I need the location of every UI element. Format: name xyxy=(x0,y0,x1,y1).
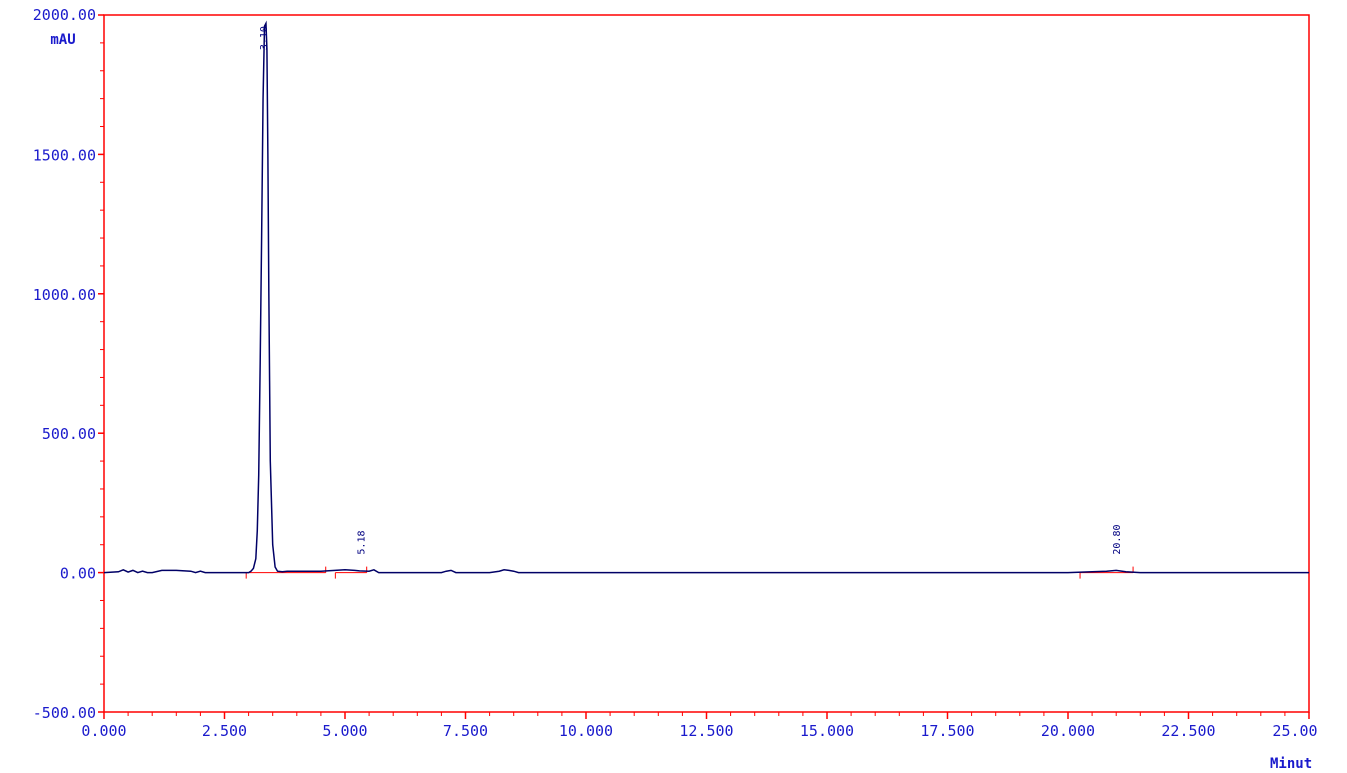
y-tick-label: 0.00 xyxy=(60,565,96,583)
x-tick-label: 7.500 xyxy=(443,722,488,740)
trace-group xyxy=(103,20,1309,574)
peak-label: 3.10 xyxy=(259,26,270,50)
y-tick-label: 2000.00 xyxy=(33,6,96,24)
y-tick-label: -500.00 xyxy=(33,704,96,722)
axes-group xyxy=(103,14,1310,713)
y-tick-label: 1500.00 xyxy=(33,146,96,164)
peak-label: 20.80 xyxy=(1112,524,1123,554)
x-tick-label: 12.500 xyxy=(679,722,733,740)
chromatogram-trace xyxy=(103,20,1309,574)
x-tick-label: 2.500 xyxy=(202,722,247,740)
x-tick-label: 25.00 xyxy=(1272,722,1317,740)
x-tick-label: 0.000 xyxy=(81,722,126,740)
y-axis-ticks: 2000.00 1500.00 1000.00 500.00 0.00 -500.00 xyxy=(33,6,104,722)
minor-ticks xyxy=(100,14,1310,716)
x-tick-label: 10.000 xyxy=(559,722,613,740)
y-tick-label: 1000.00 xyxy=(33,286,96,304)
x-axis-ticks: 0.000 2.500 5.000 7.500 10.000 12.500 15.000 17… xyxy=(81,712,1318,740)
x-tick-label: 22.500 xyxy=(1161,722,1215,740)
x-tick-label: 17.500 xyxy=(920,722,974,740)
x-tick-label: 5.000 xyxy=(322,722,367,740)
x-tick-label: 15.000 xyxy=(800,722,854,740)
peak-label: 5.18 xyxy=(356,531,367,555)
x-tick-label: 20.000 xyxy=(1041,722,1095,740)
peak-labels: 3.10 5.18 20.80 xyxy=(259,26,1123,555)
y-tick-label: 500.00 xyxy=(42,425,96,443)
x-unit-label: Minut xyxy=(1270,756,1312,772)
y-unit-label: mAU xyxy=(50,32,75,48)
plot-frame xyxy=(103,14,1310,713)
